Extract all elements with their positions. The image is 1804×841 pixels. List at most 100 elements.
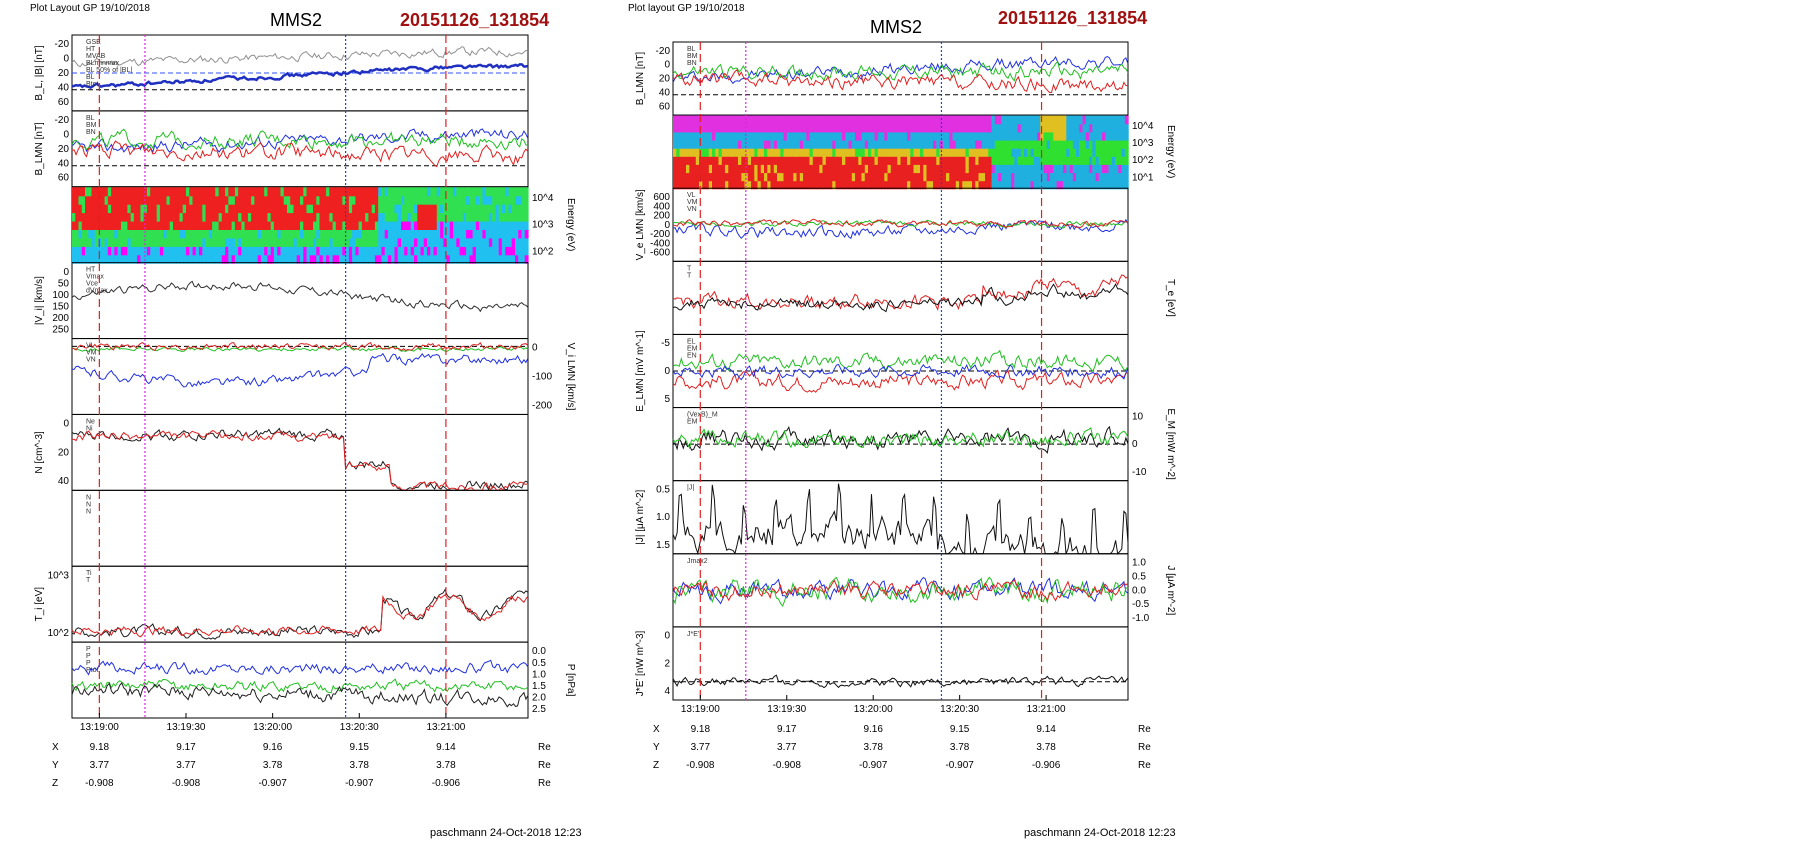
spectrogram-cell <box>85 221 89 230</box>
spectrogram-cell <box>485 254 490 264</box>
spectrogram-cell <box>342 187 347 197</box>
spectrogram-cell <box>137 212 141 222</box>
legend-entry: T <box>687 265 692 272</box>
spectrogram-cell <box>238 212 242 222</box>
spectrogram-cell <box>407 229 412 239</box>
spectrogram-cell <box>231 221 236 230</box>
spectrogram-cell <box>72 204 76 214</box>
spectrogram-cell <box>767 180 772 190</box>
spectrogram-cell <box>998 148 1002 157</box>
spectrogram-cell <box>1095 140 1100 149</box>
spectrogram-cell <box>456 195 461 205</box>
spectrogram-cell <box>734 172 739 182</box>
spectrogram-cell <box>861 131 866 141</box>
spectrogram-cell <box>796 156 801 165</box>
spectrogram-cell <box>326 212 330 222</box>
spectrogram-cell <box>780 180 785 190</box>
spectrogram-cell <box>374 187 379 197</box>
spectrogram-cell <box>358 237 363 247</box>
spectrogram-cell <box>264 254 269 264</box>
spectrogram-cell <box>955 172 960 182</box>
spectrogram-cell <box>352 246 356 256</box>
spectrogram-cell <box>1092 172 1097 182</box>
spectrogram-cell <box>721 131 726 141</box>
spectrogram-cell <box>94 237 99 247</box>
spectrogram-cell <box>1072 131 1077 141</box>
spectrogram-cell <box>316 212 321 222</box>
spectrogram-cell <box>423 195 428 205</box>
spectrogram-cell <box>725 123 729 133</box>
spectrogram-cell <box>874 172 879 182</box>
spectrogram-cell <box>296 212 301 222</box>
spectrogram-cell <box>809 123 814 133</box>
spectrogram-cell <box>907 180 911 190</box>
spectrogram-cell <box>456 246 461 256</box>
spectrogram-cell <box>1056 123 1061 133</box>
spectrogram-cell <box>179 246 184 256</box>
spectrogram-cell <box>72 229 76 239</box>
spectrogram-cell <box>786 156 791 165</box>
spectrogram-cell <box>231 246 236 256</box>
ephemeris-value: -0.907 <box>945 760 974 771</box>
spectrogram-cell <box>316 246 321 256</box>
spectrogram-cell <box>812 140 817 149</box>
spectrogram-cell <box>293 221 298 230</box>
legend-entry: BN <box>86 129 96 136</box>
spectrogram-cell <box>368 204 373 214</box>
spectrogram-cell <box>903 180 908 190</box>
spectrogram-cell <box>855 180 859 190</box>
spectrogram-cell <box>838 123 843 133</box>
spectrogram-cell <box>251 195 255 205</box>
spectrogram-cell <box>1046 156 1051 165</box>
spectrogram-cell <box>770 131 775 141</box>
spectrogram-cell <box>127 229 132 239</box>
spectrogram-cell <box>518 246 523 256</box>
spectrogram-cell <box>260 204 265 214</box>
spectrogram-cell <box>848 140 853 149</box>
spectrogram-cell <box>215 246 220 256</box>
spectrogram-cell <box>436 246 441 256</box>
spectrogram-cell <box>104 187 109 197</box>
spectrogram-cell <box>117 195 122 205</box>
spectrogram-cell <box>81 246 86 256</box>
spectrogram-cell <box>482 246 487 256</box>
spectrogram-cell <box>728 164 733 174</box>
y-axis-label: Energy (eV) <box>1165 125 1176 178</box>
subplot-frame <box>672 41 1129 116</box>
spectrogram-cell <box>443 187 448 197</box>
spectrogram-cell <box>270 237 275 247</box>
spectrogram-cell <box>1014 156 1019 165</box>
spectrogram-cell <box>955 140 960 149</box>
spectrogram-cell <box>884 180 889 190</box>
spectrogram-cell <box>130 195 135 205</box>
legend-entry: BL <box>687 46 696 53</box>
spectrogram-cell <box>361 246 366 256</box>
spectrogram-cell <box>186 204 190 214</box>
spectrogram-cell <box>1111 180 1116 190</box>
spectrogram-cell <box>267 195 272 205</box>
spectrogram-cell <box>975 131 980 141</box>
spectrogram-cell <box>195 221 200 230</box>
spectrogram-cell <box>107 204 112 214</box>
spectrogram-cell <box>747 156 752 165</box>
spectrogram-cell <box>998 172 1002 182</box>
spectrogram-cell <box>495 204 500 214</box>
spectrogram-cell <box>764 156 768 165</box>
spectrogram-cell <box>358 221 363 230</box>
spectrogram-cell <box>107 246 112 256</box>
spectrogram-cell <box>1072 156 1077 165</box>
spectrogram-cell <box>335 187 340 197</box>
spectrogram-cell <box>780 123 785 133</box>
spectrogram-cell <box>1024 123 1028 133</box>
spectrogram-cell <box>169 204 174 214</box>
spectrogram-cell <box>806 180 811 190</box>
spectrogram-cell <box>446 212 451 222</box>
spectrogram-cell <box>192 195 197 205</box>
spectrogram-cell <box>329 254 334 264</box>
spectrogram-cell <box>910 148 915 157</box>
spectrogram-cell <box>851 180 856 190</box>
spectrogram-cell <box>985 172 989 182</box>
spectrogram-cell <box>120 221 125 230</box>
spectrogram-cell <box>855 164 859 174</box>
ephemeris-value: 3.78 <box>350 760 370 771</box>
